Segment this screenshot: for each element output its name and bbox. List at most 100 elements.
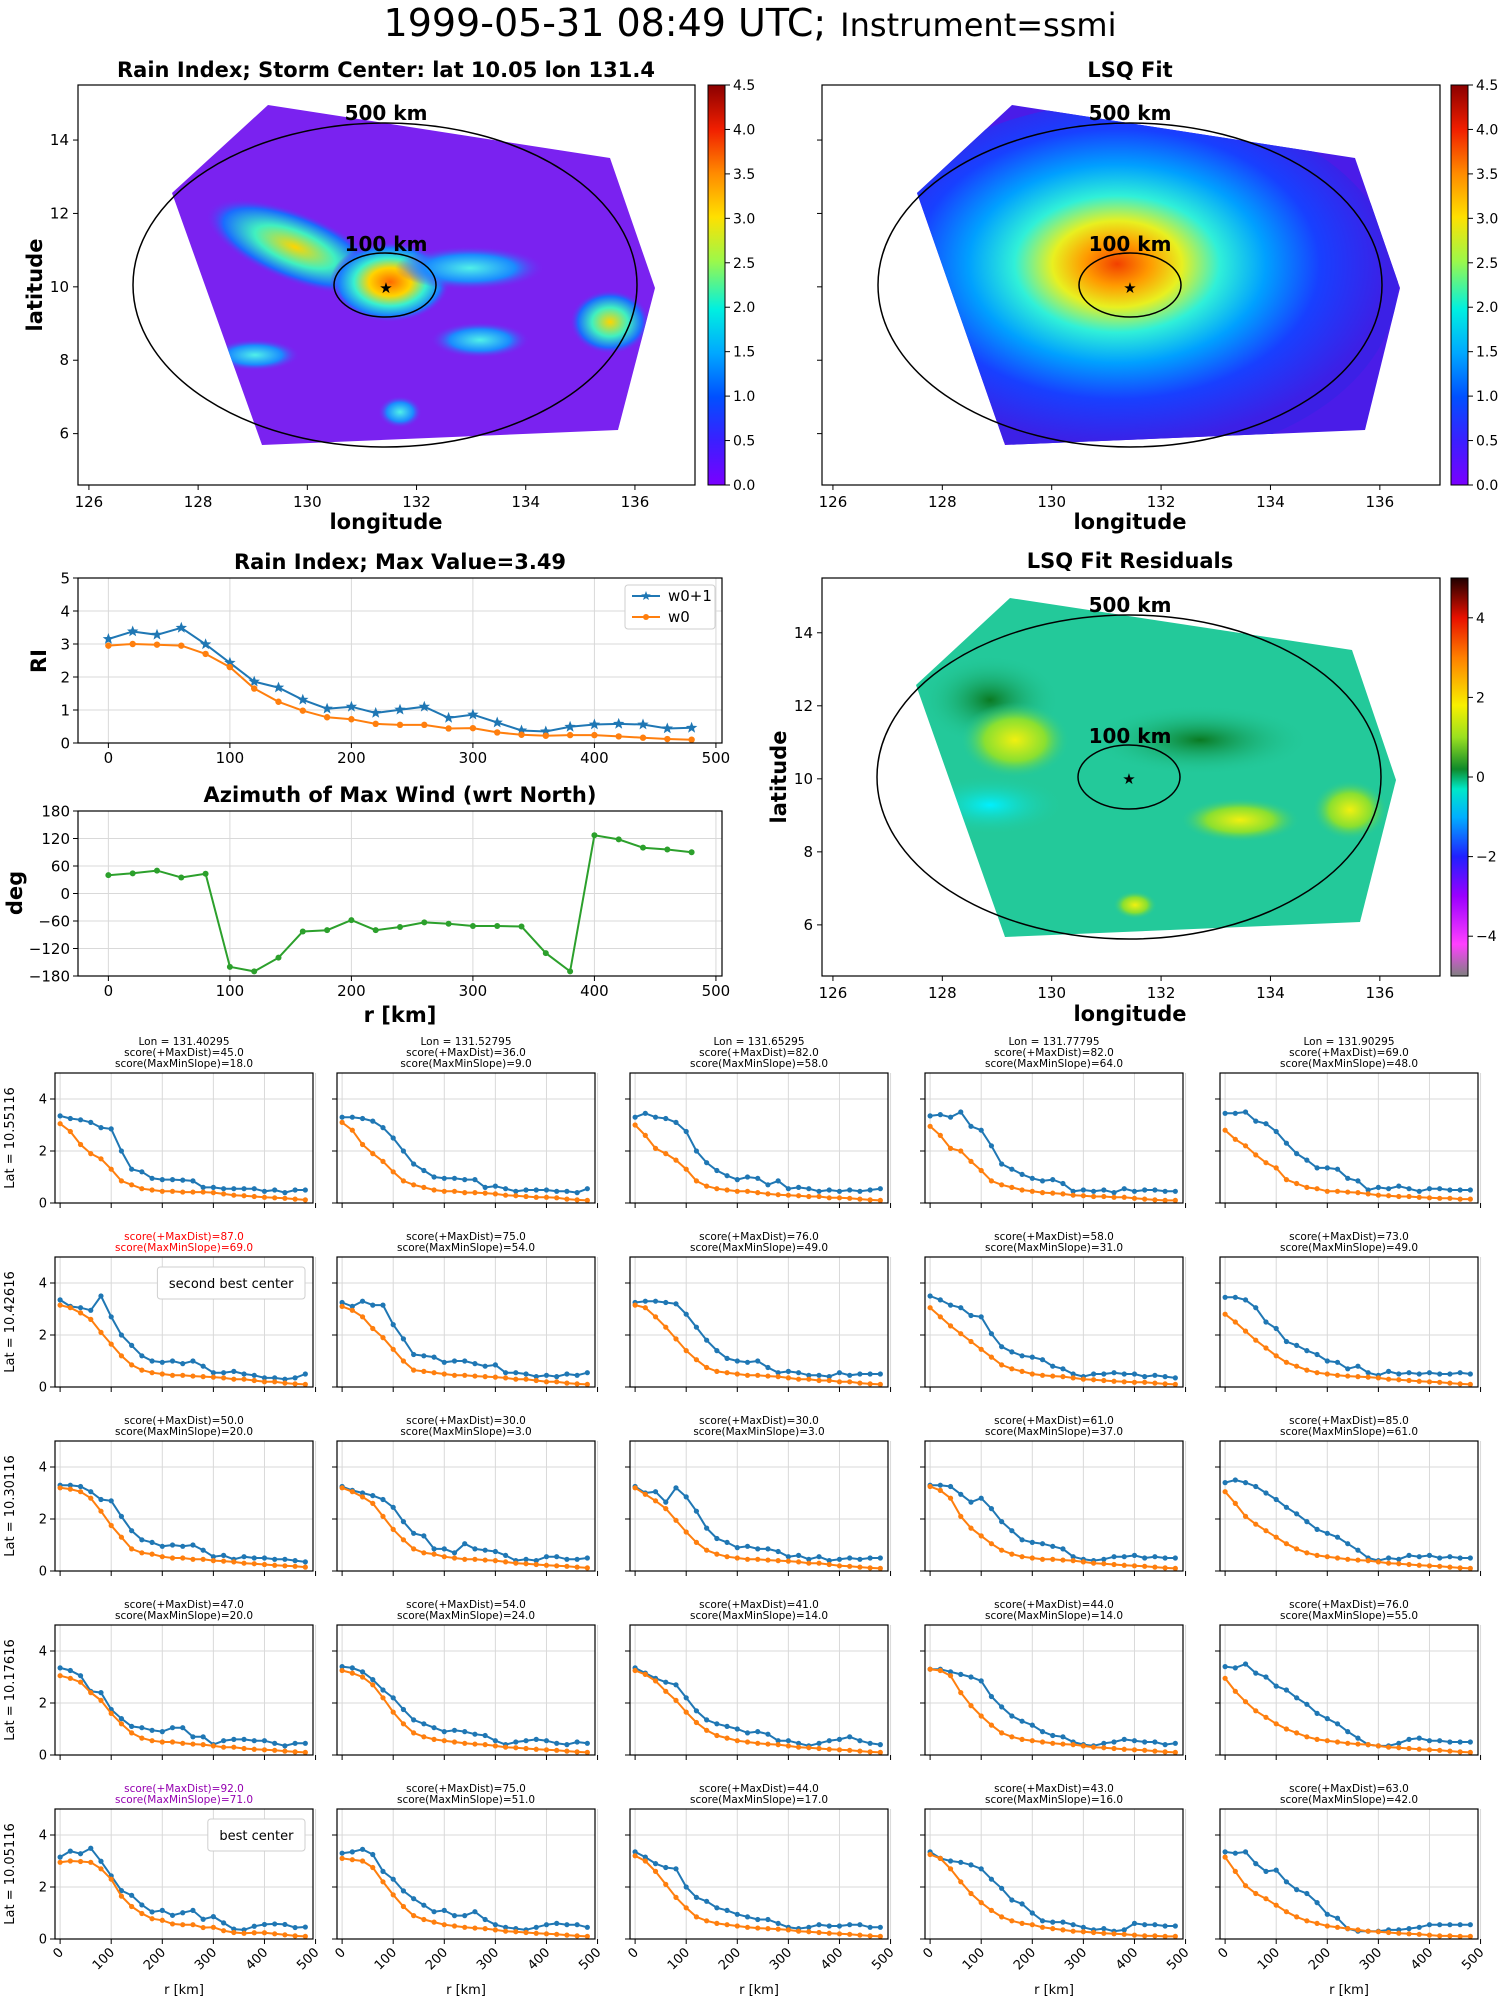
- cell-frame: [924, 1624, 1184, 1756]
- cell-series-1-point: [482, 1926, 488, 1932]
- cell-series-1-point: [1050, 1556, 1056, 1562]
- cell-series-1-point: [785, 1558, 791, 1564]
- cell-series-1-point: [159, 1554, 165, 1560]
- map3-lat-tick-label: 8: [803, 843, 813, 861]
- azimuth-series-0-point: [153, 867, 160, 874]
- cell-series-0-point: [988, 1876, 995, 1882]
- cell-series-1-point: [118, 1893, 125, 1899]
- cell-series-1-point: [77, 1489, 84, 1495]
- cell-series-0-point: [734, 1545, 740, 1551]
- cell-series-1-point: [349, 1307, 355, 1313]
- cell-series-1-point: [988, 1541, 995, 1547]
- cell-series-0-point: [359, 1669, 366, 1675]
- cell-series-1-point: [642, 1491, 648, 1497]
- cell-series-0-point: [1447, 1371, 1453, 1377]
- cell-series-0-point: [1355, 1178, 1361, 1184]
- cell-series-0-point: [978, 1127, 984, 1133]
- cell-series-0-point: [755, 1916, 761, 1923]
- cell-series-0-point: [947, 1114, 954, 1120]
- cell-series-0-point: [1283, 1338, 1290, 1345]
- rain-index-map-ylabel: latitude: [23, 239, 47, 332]
- cell-series-0-point: [1050, 1732, 1056, 1739]
- grid-row: Lat = 10.30116score(+MaxDist)=50.0score(…: [3, 1415, 1482, 1580]
- cell-series-0-point: [1467, 1371, 1473, 1377]
- cell-series-0-point: [349, 1114, 355, 1120]
- cell-series-1-point: [1222, 1675, 1228, 1681]
- cell-series-0-point: [169, 1177, 176, 1183]
- cell-series-0-point: [1416, 1924, 1422, 1930]
- cell-series-1-point: [1365, 1928, 1371, 1934]
- cell-series-1-line: [341, 1669, 588, 1754]
- cell-series-0-point: [988, 1143, 995, 1149]
- cell-series-0-point: [1447, 1922, 1453, 1928]
- cell-series-0-point: [1396, 1183, 1402, 1189]
- cell-series-0-point: [816, 1922, 822, 1928]
- cell-series-1-point: [231, 1192, 237, 1198]
- cell-series-0-point: [441, 1359, 447, 1365]
- cell-series-1-point: [958, 1690, 964, 1696]
- cell-series-1-point: [241, 1560, 247, 1566]
- row-lat-label: Lat = 10.05116: [3, 1823, 18, 1925]
- cell-series-0-point: [1294, 1695, 1300, 1701]
- cell-series-1-point: [272, 1747, 278, 1753]
- cell-title-line: score(+MaxDist)=45.0: [124, 1047, 244, 1059]
- cell-series-1-point: [272, 1379, 278, 1385]
- cell-series-0-point: [390, 1876, 396, 1882]
- cell-series-1-line: [634, 1486, 881, 1570]
- cell-series-1-point: [857, 1564, 863, 1570]
- cell-series-1-point: [1131, 1747, 1138, 1753]
- rain-profile-x-tick-label: 300: [459, 749, 488, 767]
- rain-profile-y-tick-label: 0: [60, 734, 70, 752]
- cell-series-1-point: [543, 1562, 550, 1568]
- cell-series-0-point: [451, 1913, 458, 1919]
- cell-series-0-point: [210, 1184, 216, 1190]
- cell-series-0-point: [1050, 1919, 1056, 1925]
- cell-series-0-line: [634, 1667, 881, 1747]
- cell-series-0-point: [359, 1846, 366, 1852]
- cell-series-1-point: [118, 1534, 125, 1540]
- cell-series-0-point: [98, 1125, 104, 1131]
- cb2-tick-label: 1.5: [1476, 345, 1498, 361]
- cell-title-line: score(+MaxDist)=47.0: [124, 1599, 244, 1611]
- azimuth-series-0-point: [397, 923, 403, 930]
- cell-series-0-point: [1396, 1740, 1402, 1746]
- cell-series-0-point: [1050, 1363, 1056, 1369]
- cell-series-0-point: [108, 1498, 114, 1504]
- cell-title-line: score(+MaxDist)=75.0: [406, 1783, 526, 1795]
- cell-series-0-point: [220, 1370, 227, 1376]
- cell-series-1-point: [77, 1141, 84, 1148]
- cell-series-1-point: [1039, 1924, 1046, 1930]
- cell-series-1-point: [1304, 1550, 1310, 1556]
- map2-lon-tick-label: 126: [819, 493, 848, 511]
- cell-series-0-point: [98, 1858, 104, 1864]
- cell-series-1-point: [826, 1746, 832, 1752]
- cell-series-1-point: [693, 1178, 700, 1184]
- cell-series-1-point: [88, 1690, 94, 1696]
- cell-title-line: score(MaxMinSlope)=3.0: [400, 1426, 531, 1438]
- cell-series-1-point: [1375, 1929, 1381, 1935]
- cell-series-0-point: [968, 1674, 974, 1680]
- cell-series-1-point: [927, 1483, 933, 1490]
- rain-index-map: Rain Index; Storm Center: lat 10.05 lon …: [23, 58, 696, 534]
- cell-y-tick-label: 4: [39, 1277, 47, 1292]
- cell-series-1-point: [159, 1371, 165, 1377]
- cell-series-0-point: [431, 1725, 437, 1731]
- cell-series-1-point: [1345, 1740, 1351, 1746]
- cell-series-1-line: [341, 1305, 588, 1386]
- cell-series-0-point: [927, 1293, 933, 1299]
- cell-series-1-point: [652, 1314, 659, 1320]
- cell-series-1-point: [1283, 1359, 1290, 1365]
- cell-series-1-point: [999, 1730, 1005, 1736]
- cell-series-0-point: [139, 1169, 145, 1175]
- cell-series-0-point: [370, 1677, 376, 1683]
- cell-series-1-point: [1222, 1854, 1228, 1860]
- cell-title-line: score(MaxMinSlope)=61.0: [1280, 1426, 1418, 1438]
- cell-series-1-point: [251, 1746, 257, 1752]
- azimuth-series-0-point: [129, 870, 136, 877]
- cell-title-line: score(MaxMinSlope)=18.0: [115, 1058, 253, 1070]
- cell-series-1-point: [693, 1357, 700, 1363]
- cell-series-1-point: [775, 1926, 781, 1932]
- cell-series-1-point: [826, 1930, 832, 1936]
- cell-series-1-point: [251, 1193, 257, 1200]
- cell-series-1-point: [1070, 1375, 1076, 1381]
